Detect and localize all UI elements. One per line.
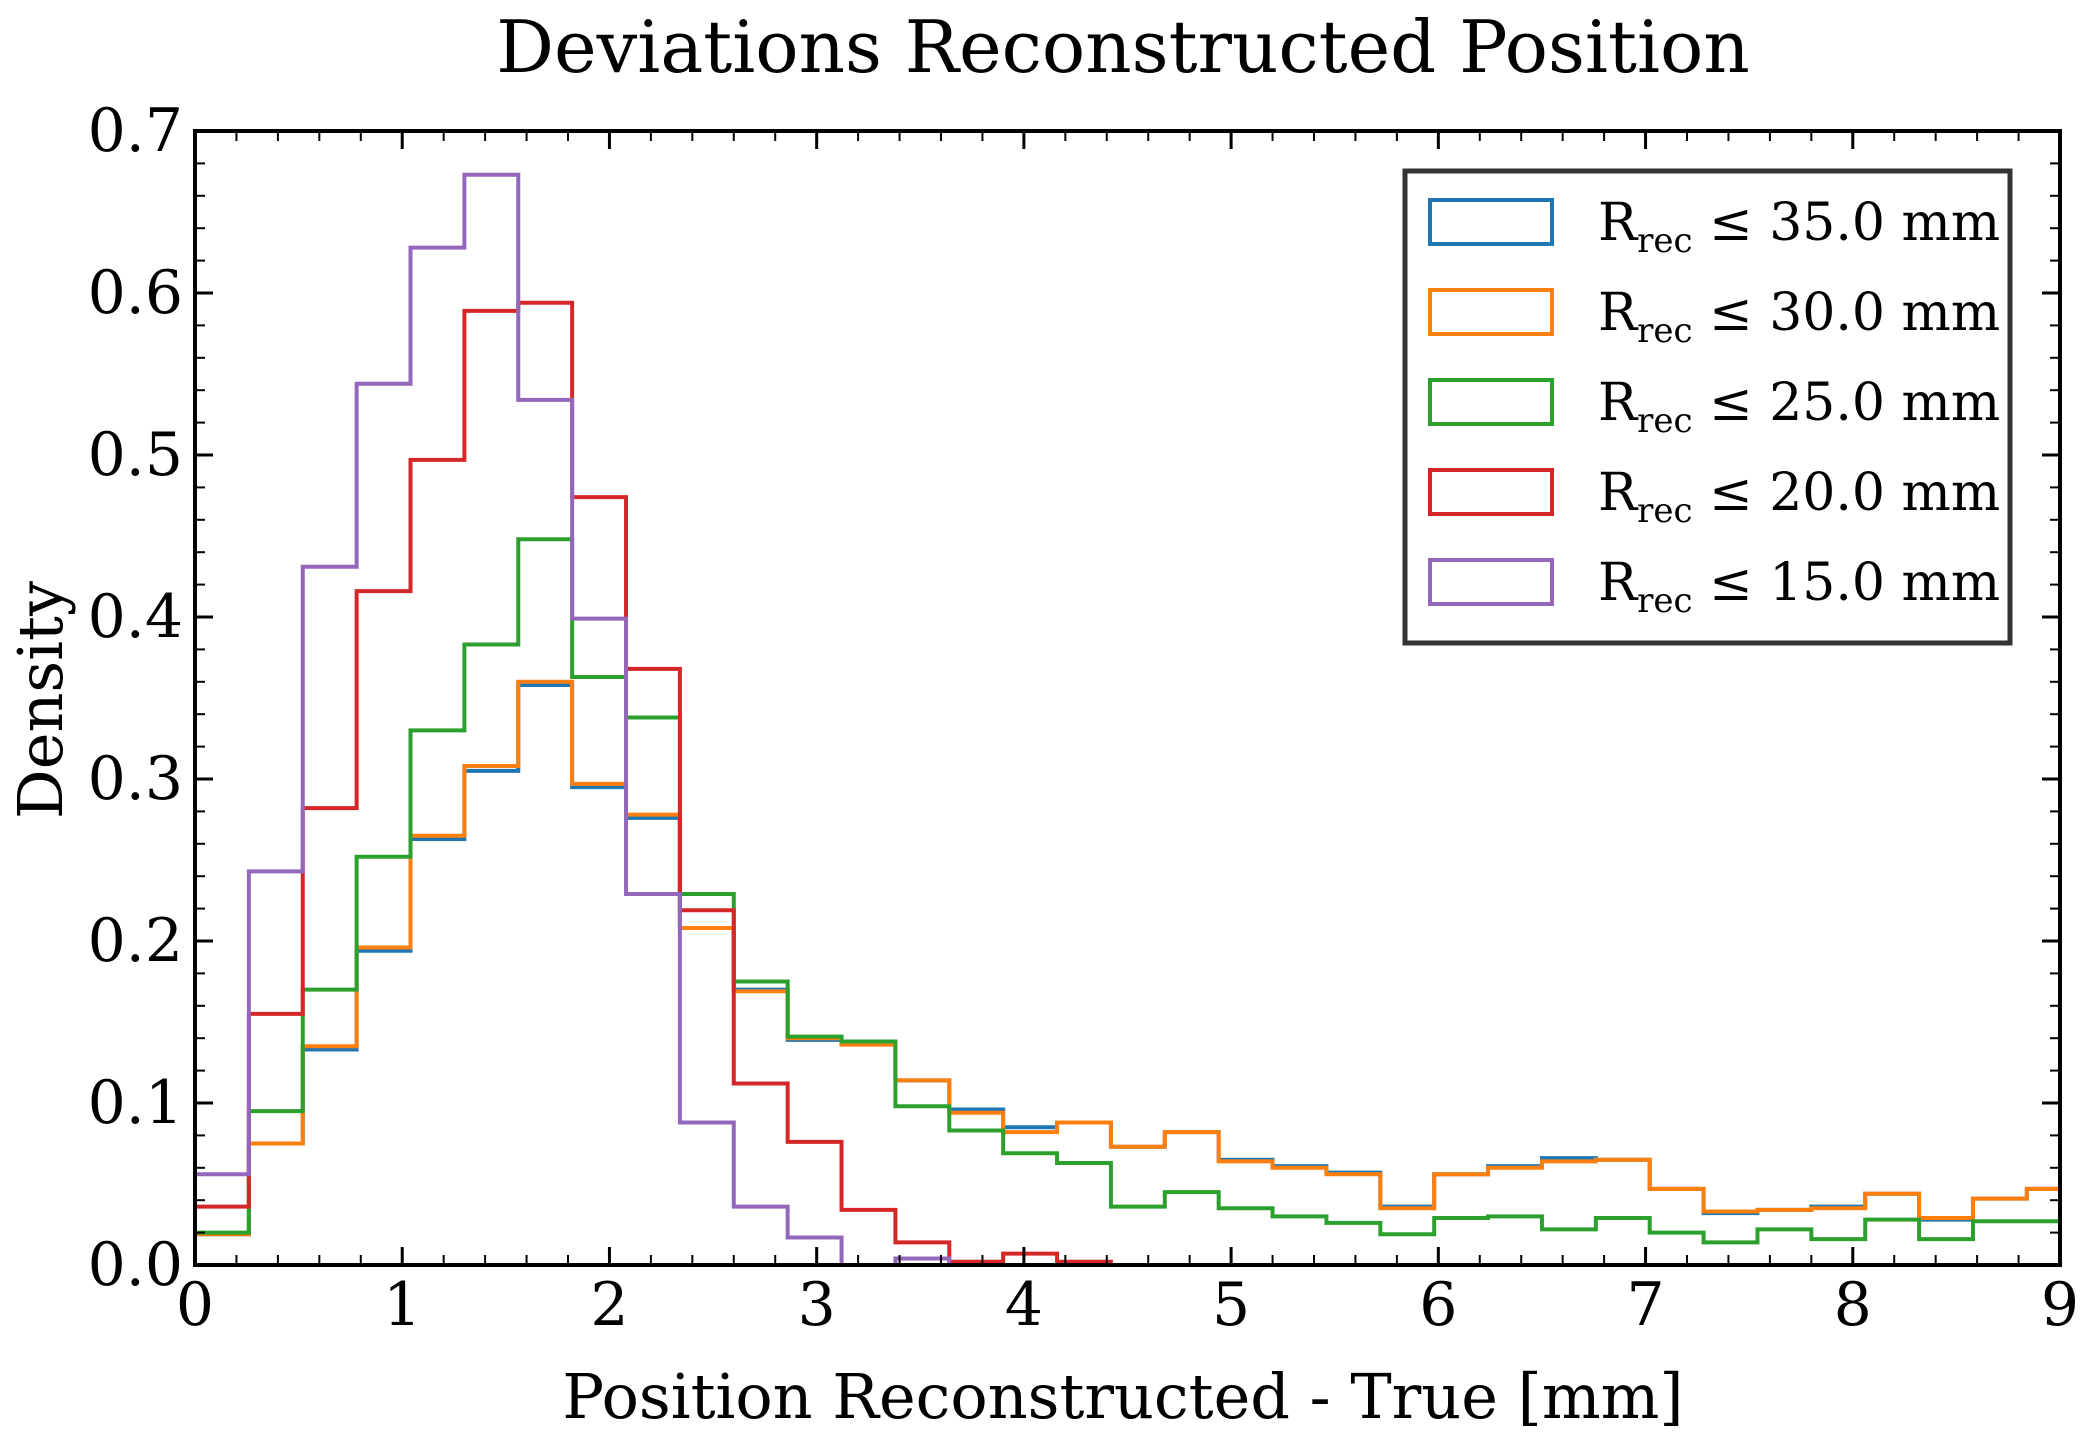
x-tick-label: 8 (1834, 1270, 1872, 1340)
x-tick-label: 0 (176, 1270, 214, 1340)
legend-swatch (1428, 198, 1554, 246)
axes: 0 1 2 3 4 5 6 7 8 9 0.0 0.1 0.2 0.3 0.4 0.5 0.6 0.7 (88, 96, 2080, 1340)
y-tick-label: 0.4 (88, 582, 183, 652)
y-axis-label: Density (4, 581, 77, 819)
y-tick-label: 0.6 (88, 258, 183, 328)
x-tick-label: 6 (1419, 1270, 1457, 1340)
y-tick-label: 0.5 (88, 420, 183, 490)
y-tick-label: 0.1 (88, 1068, 183, 1138)
legend-entry-label: Rrec ≤ 35.0 mm (1598, 193, 2000, 261)
x-axis-label: Position Reconstructed - True [mm] (562, 1360, 1683, 1433)
series-step-5 (195, 172, 1004, 1265)
x-tick-label: 5 (1212, 1270, 1250, 1340)
x-tick-label: 2 (590, 1270, 628, 1340)
legend-entry-label: Rrec ≤ 15.0 mm (1598, 553, 2000, 621)
x-tick-label: 1 (383, 1270, 421, 1340)
legend-swatch (1428, 558, 1554, 606)
legend-box (1402, 168, 2013, 646)
chart-title: Deviations Reconstructed Position (496, 5, 1749, 89)
legend-swatch (1428, 378, 1554, 426)
legend-entry-label: Rrec ≤ 30.0 mm (1598, 283, 2000, 351)
legend: Rrec ≤ 35.0 mm Rrec ≤ 30.0 mm Rrec ≤ 25.0 … (1402, 168, 2013, 646)
axes-frame (193, 129, 2062, 1267)
legend-entry-label: Rrec ≤ 20.0 mm (1598, 463, 2000, 531)
x-tick-label: 9 (2041, 1270, 2079, 1340)
legend-entry-label: Rrec ≤ 25.0 mm (1598, 373, 2000, 441)
x-tick-label: 3 (798, 1270, 836, 1340)
series-step-1 (195, 683, 2060, 1265)
y-tick-label: 0.7 (88, 96, 183, 166)
y-tick-label: 0.3 (88, 744, 183, 814)
series-step-2 (195, 679, 2060, 1265)
histogram-steps (195, 172, 2060, 1265)
x-tick-label: 7 (1626, 1270, 1664, 1340)
series-step-3 (195, 537, 2060, 1265)
series-step-4 (195, 300, 1113, 1265)
legend-swatch (1428, 288, 1554, 336)
x-tick-label: 4 (1005, 1270, 1043, 1340)
legend-swatch (1428, 468, 1554, 516)
y-tick-label: 0.2 (88, 906, 183, 976)
y-tick-label: 0.0 (88, 1230, 183, 1300)
